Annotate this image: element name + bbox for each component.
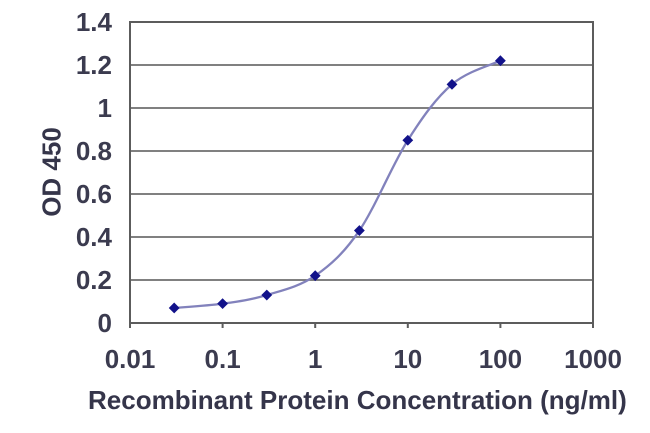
x-tick-label: 1000: [564, 344, 622, 374]
y-tick-label: 1: [98, 93, 112, 123]
y-tick-label: 0.6: [76, 179, 112, 209]
y-tick-label: 1.4: [76, 7, 113, 37]
x-tick-label: 0.01: [105, 344, 156, 374]
series-line: [173, 59, 502, 310]
data-point-marker: [495, 55, 506, 67]
data-point-marker: [168, 302, 180, 314]
data-point-marker: [446, 78, 458, 90]
y-tick-label: 0.8: [76, 136, 112, 166]
y-tick-label: 0.2: [76, 265, 112, 295]
x-tick-label: 0.1: [205, 344, 241, 374]
y-tick-label: 0.4: [76, 222, 113, 252]
x-tick-label: 10: [393, 344, 422, 374]
data-point-marker: [217, 298, 228, 310]
data-point-marker: [309, 270, 321, 282]
x-tick-label: 1: [308, 344, 322, 374]
data-point-marker: [353, 225, 365, 236]
x-axis-title: Recombinant Protein Concentration (ng/ml…: [88, 385, 627, 415]
y-tick-label: 1.2: [76, 50, 112, 80]
data-point-marker: [402, 134, 414, 146]
data-point-marker: [261, 289, 273, 301]
y-tick-label: 0: [98, 308, 112, 338]
y-axis-title: OD 450: [36, 127, 67, 217]
x-tick-label: 100: [479, 344, 522, 374]
plot-frame: [129, 21, 594, 324]
